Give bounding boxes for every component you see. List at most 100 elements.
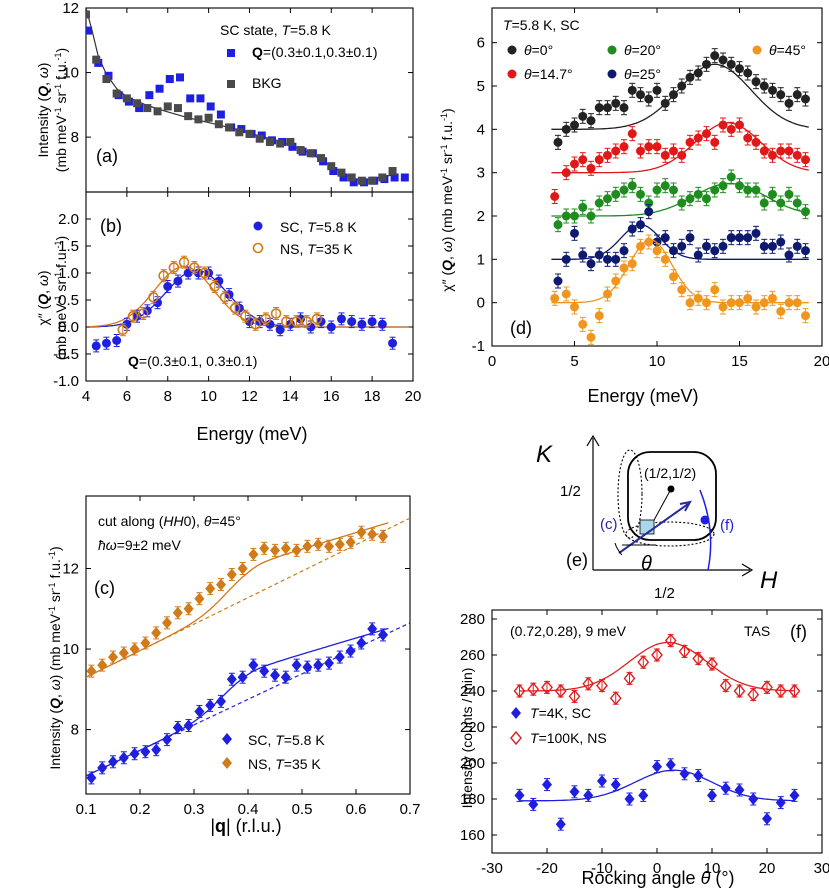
y-tick-label-d: -1 <box>472 338 485 355</box>
panel-c-header-2: ħω=9±2 meV <box>98 537 181 553</box>
data-point-d-0 <box>644 94 654 104</box>
data-point-d-1 <box>578 155 588 165</box>
x-tick-label-f: -20 <box>536 860 558 877</box>
data-point-a-bkg <box>255 134 264 143</box>
data-point-d-0 <box>586 116 596 126</box>
data-point-a-q <box>145 91 154 100</box>
data-point-f-sc <box>652 760 662 773</box>
legend-c-marker-sc <box>222 733 232 745</box>
e-rock-arc <box>699 489 712 571</box>
data-point-d-0 <box>578 111 588 121</box>
data-point-d-4 <box>710 285 720 295</box>
y-tick-label-f: 180 <box>460 791 485 808</box>
data-point-d-4 <box>611 276 621 286</box>
data-point-b-ns <box>189 262 200 273</box>
data-point-b-ns <box>219 291 231 303</box>
data-point-c-ns <box>302 540 313 553</box>
data-point-d-4 <box>669 272 678 282</box>
data-point-d-2 <box>570 211 579 221</box>
data-point-f-ns <box>554 683 567 699</box>
panel-d-ylabel: χ″ (Q, ω) (mb meV-1 sr-1 f.u.-1) <box>439 108 455 291</box>
data-point-d-2 <box>603 194 612 204</box>
data-point-c-ns <box>140 636 151 649</box>
data-point-d-2 <box>792 198 802 208</box>
legend-b-marker-ns <box>252 242 264 254</box>
y-tick-label-d: 3 <box>477 165 485 182</box>
data-point-a-bkg <box>173 104 182 113</box>
y-tick-label-b: 1.0 <box>58 265 79 282</box>
y-tick-label-f: 260 <box>460 647 485 664</box>
data-point-c-ns <box>270 544 280 557</box>
e-panel-label: (e) <box>566 550 588 570</box>
legend-d-marker-20 <box>607 45 617 55</box>
data-point-d-0 <box>627 85 637 95</box>
data-point-c-ns <box>356 526 367 539</box>
data-point-b-ns <box>291 316 302 327</box>
data-point-f-ns <box>747 687 760 702</box>
data-point-d-3 <box>685 233 695 243</box>
y-tick-label-a: 8 <box>71 129 79 146</box>
data-point-c-sc <box>140 745 151 758</box>
data-point-f-sc <box>610 778 621 791</box>
data-point-a-bkg <box>204 113 213 122</box>
panel-c-label: (c) <box>94 578 115 598</box>
data-point-c-ns <box>129 643 140 656</box>
data-point-a-bkg <box>92 55 101 64</box>
data-point-d-2 <box>743 185 753 195</box>
e-arrow-k <box>586 434 600 447</box>
data-point-d-2 <box>636 189 645 199</box>
data-point-a-bkg <box>153 107 162 116</box>
data-point-a-bkg <box>184 112 193 121</box>
panel-d-xlabel: Energy (meV) <box>587 386 698 406</box>
e-label-h: H <box>760 567 778 594</box>
data-point-b-sc <box>91 341 101 351</box>
panel-a-label: (a) <box>96 146 118 166</box>
data-point-c-ns <box>280 542 291 555</box>
y-tick-label-c: 10 <box>62 641 79 658</box>
data-point-d-2 <box>693 189 703 199</box>
data-point-b-sc <box>326 322 336 332</box>
data-point-d-1 <box>611 146 621 156</box>
data-point-a-bkg <box>194 115 203 124</box>
data-point-b-sc <box>306 322 316 332</box>
panel-c-xlabel: |q| (r.l.u.) <box>210 816 281 836</box>
data-point-a-bkg <box>102 75 111 84</box>
data-point-c-ns <box>313 538 324 551</box>
data-point-d-1 <box>644 142 654 152</box>
data-point-d-0 <box>702 59 711 69</box>
panel-a-ylabel-2: (mb meV-1 sr-1 f.u.-1) <box>53 48 69 172</box>
data-point-d-1 <box>652 142 662 152</box>
data-point-d-0 <box>718 55 728 65</box>
data-point-f-sc <box>734 784 745 796</box>
data-point-b-ns <box>260 313 272 325</box>
data-point-d-2 <box>652 185 662 195</box>
data-point-c-sc <box>216 695 226 708</box>
data-point-a-q <box>288 142 297 151</box>
data-point-c-ns <box>205 582 216 595</box>
data-point-d-4 <box>743 293 753 303</box>
data-point-d-2 <box>710 185 720 195</box>
data-point-d-4 <box>759 298 769 308</box>
data-point-f-sc <box>569 785 580 798</box>
data-point-f-sc <box>720 782 731 795</box>
data-point-a-q <box>165 75 174 84</box>
x-tick-label-c: 0.3 <box>184 801 205 818</box>
data-point-d-3 <box>619 246 629 256</box>
panel-a: Intensity (Q, ω) (mb meV-1 sr-1 f.u.-1) … <box>35 0 414 193</box>
x-tick-label-c: 0.7 <box>400 801 421 818</box>
data-point-d-4 <box>603 289 612 299</box>
data-point-b-sc <box>377 319 387 329</box>
data-point-c-sc <box>108 755 118 768</box>
data-point-c-ns <box>324 540 334 553</box>
data-point-c-ns <box>248 548 259 561</box>
legend-b-label-ns: NS, T=35 K <box>280 241 353 257</box>
data-point-f-ns <box>623 671 636 686</box>
data-point-f-ns <box>568 689 581 704</box>
data-point-d-1 <box>768 150 777 160</box>
data-point-d-4 <box>735 298 744 308</box>
data-point-d-2 <box>751 185 761 195</box>
data-point-f-ns <box>513 683 526 699</box>
panel-e: K H 1/2 1/2 (1/2,1/2) (c) (f) θ (e) <box>536 434 778 602</box>
plot-area-c <box>86 517 410 785</box>
data-point-b-ns <box>137 308 149 319</box>
